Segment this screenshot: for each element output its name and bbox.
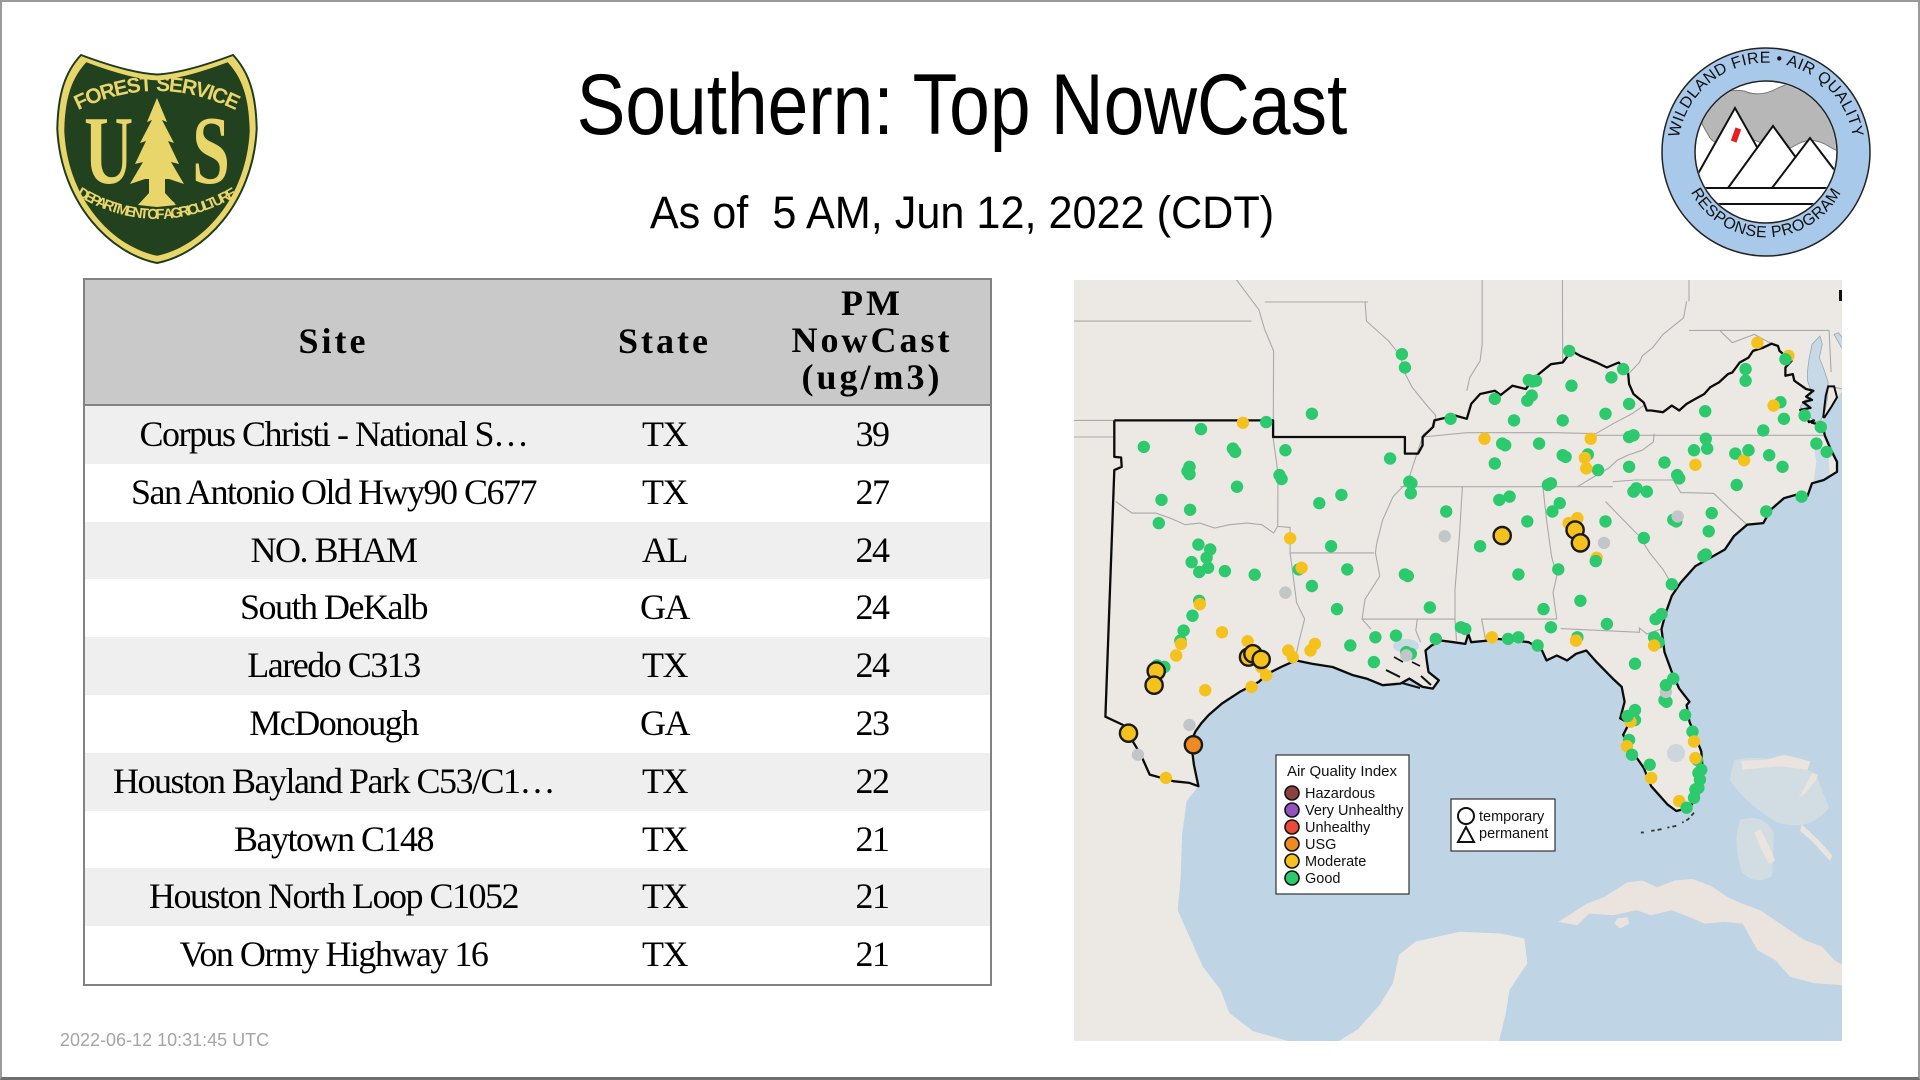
svg-text:permanent: permanent — [1479, 826, 1548, 842]
svg-text:USG: USG — [1305, 837, 1336, 853]
svg-text:Hazardous: Hazardous — [1305, 786, 1375, 802]
svg-text:temporary: temporary — [1479, 809, 1545, 825]
svg-text:U: U — [84, 97, 133, 205]
svg-text:S: S — [192, 97, 230, 205]
svg-text:Very Unhealthy: Very Unhealthy — [1305, 803, 1404, 819]
svg-text:Air Quality Index: Air Quality Index — [1287, 763, 1398, 780]
svg-text:Moderate: Moderate — [1305, 854, 1366, 870]
svg-text:Unhealthy: Unhealthy — [1305, 820, 1371, 836]
svg-text:Good: Good — [1305, 871, 1340, 887]
